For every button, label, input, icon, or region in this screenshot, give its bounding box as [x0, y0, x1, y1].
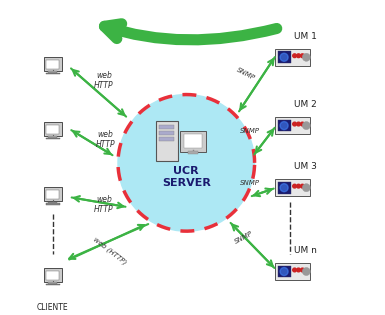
Bar [159, 131, 174, 135]
Circle shape [118, 94, 254, 231]
FancyBboxPatch shape [156, 121, 178, 161]
Bar [48, 202, 57, 203]
Text: AUDIO-VIDEO: AUDIO-VIDEO [137, 6, 220, 16]
Circle shape [301, 122, 304, 126]
Text: UM 1: UM 1 [295, 32, 317, 41]
Text: web
HTTP: web HTTP [94, 195, 114, 215]
FancyBboxPatch shape [278, 51, 291, 63]
FancyBboxPatch shape [44, 268, 62, 282]
Text: UM n: UM n [295, 246, 317, 255]
Circle shape [293, 122, 296, 126]
Circle shape [280, 184, 288, 192]
Text: UCR
SERVER: UCR SERVER [162, 166, 211, 188]
Text: web
HTTP: web HTTP [96, 130, 115, 149]
Bar [48, 71, 57, 72]
FancyBboxPatch shape [275, 49, 310, 66]
Circle shape [280, 267, 288, 276]
Text: UM 3: UM 3 [295, 162, 317, 171]
FancyBboxPatch shape [46, 60, 59, 69]
Text: SNMP: SNMP [240, 180, 260, 186]
Circle shape [280, 122, 288, 130]
FancyBboxPatch shape [184, 134, 203, 148]
Bar [159, 137, 174, 141]
Circle shape [301, 54, 304, 58]
FancyBboxPatch shape [278, 182, 291, 194]
FancyBboxPatch shape [46, 190, 59, 199]
Circle shape [296, 54, 300, 58]
Bar [159, 125, 174, 129]
Circle shape [302, 267, 310, 276]
Text: web (HTTP): web (HTTP) [92, 236, 128, 266]
FancyBboxPatch shape [275, 117, 310, 134]
Text: SNMP: SNMP [235, 67, 256, 82]
Circle shape [296, 268, 300, 272]
Circle shape [293, 54, 296, 58]
Circle shape [301, 184, 304, 188]
Bar [45, 284, 60, 285]
Bar [45, 73, 60, 74]
FancyBboxPatch shape [275, 179, 310, 196]
Circle shape [293, 268, 296, 272]
Circle shape [293, 184, 296, 188]
Circle shape [280, 53, 288, 61]
FancyBboxPatch shape [46, 125, 59, 134]
Bar [48, 136, 57, 138]
Bar [45, 138, 60, 140]
Circle shape [301, 268, 304, 272]
Circle shape [296, 122, 300, 126]
FancyBboxPatch shape [275, 263, 310, 280]
FancyBboxPatch shape [181, 130, 206, 152]
Text: CLIENTE: CLIENTE [37, 303, 69, 312]
FancyBboxPatch shape [44, 187, 62, 201]
Circle shape [302, 184, 310, 192]
Bar [188, 152, 198, 153]
Bar [45, 203, 60, 205]
Circle shape [302, 122, 310, 130]
Circle shape [296, 184, 300, 188]
Text: UM 2: UM 2 [295, 100, 317, 109]
FancyBboxPatch shape [44, 122, 62, 136]
Text: web
HTTP: web HTTP [94, 71, 114, 90]
FancyBboxPatch shape [278, 120, 291, 131]
Text: SNMP: SNMP [240, 128, 260, 134]
FancyBboxPatch shape [44, 57, 62, 71]
Bar [48, 283, 57, 284]
Text: SNMP: SNMP [233, 231, 254, 245]
FancyBboxPatch shape [278, 266, 291, 278]
FancyBboxPatch shape [46, 271, 59, 280]
Circle shape [302, 53, 310, 61]
